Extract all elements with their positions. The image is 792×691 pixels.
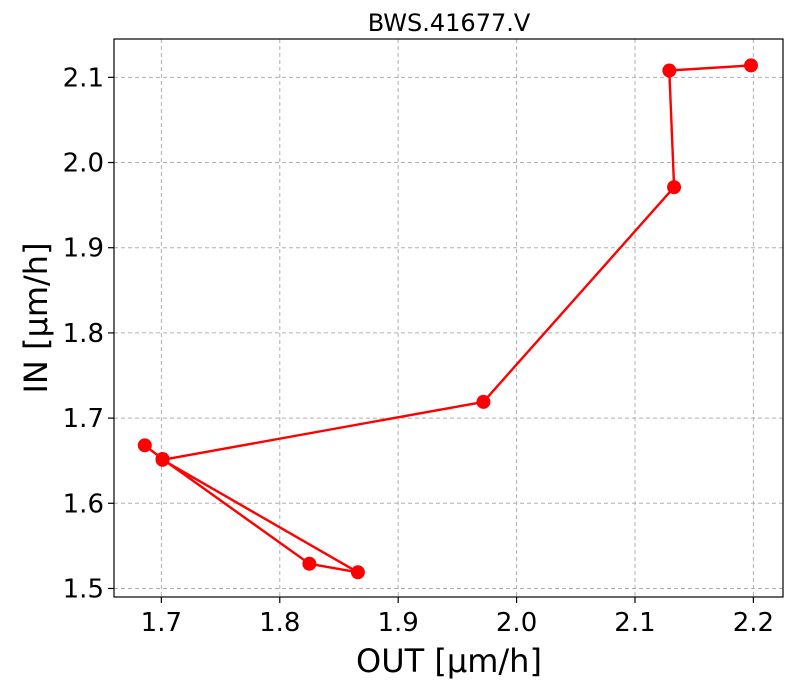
series-layer: [137, 58, 759, 580]
y-axis-label: IN [µm/h]: [17, 242, 55, 393]
x-tick-label: 1.9: [377, 608, 418, 638]
plot-frame: [113, 38, 784, 598]
x-tick-label: 1.8: [259, 608, 300, 638]
data-point: [302, 556, 317, 571]
x-tick-label: 2.1: [614, 608, 655, 638]
data-point: [667, 180, 682, 195]
x-axis-label: OUT [µm/h]: [356, 642, 542, 680]
y-tick-label: 1.5: [63, 574, 104, 604]
series-line: [144, 64, 752, 574]
data-point: [662, 63, 677, 78]
y-tick-label: 2.1: [63, 63, 104, 93]
data-point: [476, 394, 491, 409]
x-tick-label: 2.2: [733, 608, 774, 638]
grid: [114, 39, 783, 597]
chart-title: BWS.41677.V: [368, 9, 531, 37]
data-point: [137, 438, 152, 453]
data-point: [155, 451, 170, 466]
x-tick-label: 2.0: [496, 608, 537, 638]
y-tick-label: 1.8: [63, 319, 104, 349]
data-point: [744, 58, 759, 73]
data-point: [350, 565, 365, 580]
y-tick-label: 1.6: [63, 489, 104, 519]
y-tick-label: 1.7: [63, 404, 104, 434]
y-tick-label: 2.0: [63, 149, 104, 179]
x-tick-label: 1.7: [141, 608, 182, 638]
axis-ticks: 1.7 1.8 1.9 2.0 2.1 2.2 1.5 1.6 1.7 1.8 1.9 2.0 2.1: [63, 63, 774, 638]
y-tick-label: 1.9: [63, 234, 104, 264]
